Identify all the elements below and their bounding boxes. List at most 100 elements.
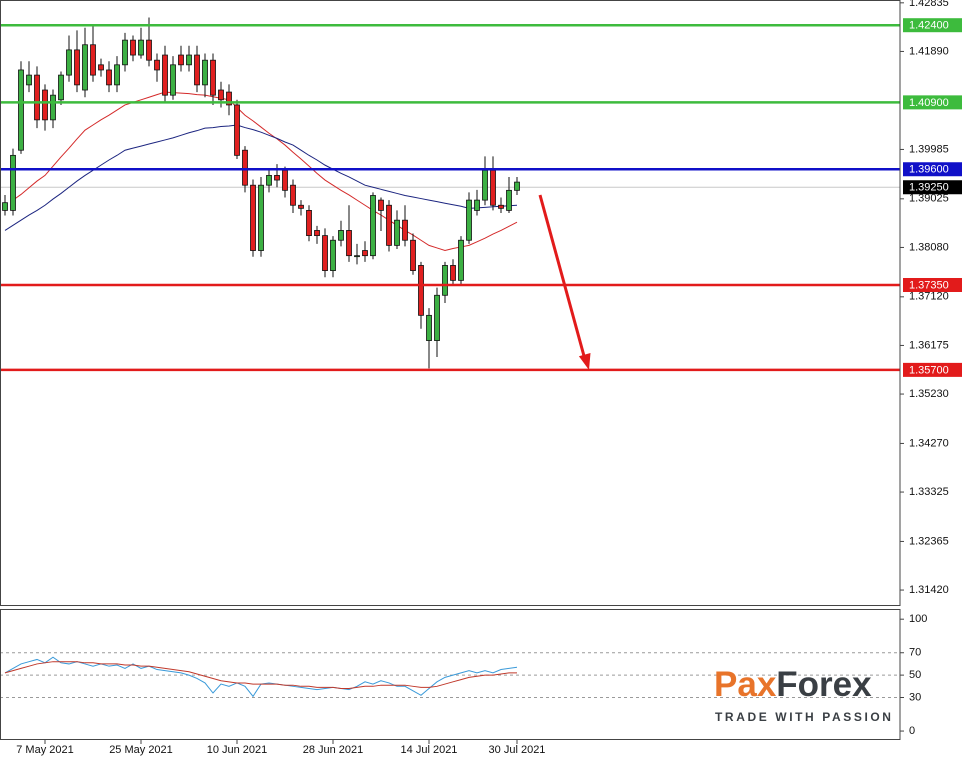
candle-body	[458, 239, 464, 281]
candle-body	[10, 154, 16, 211]
candle-body	[314, 230, 320, 237]
y-tick-label: 1.32365	[909, 535, 949, 547]
candle-body	[170, 64, 176, 96]
y-tick-label: 30	[909, 691, 921, 703]
candle-body	[234, 104, 240, 156]
candle-body	[362, 250, 368, 257]
candle-body	[418, 265, 424, 316]
y-tick-label: 1.38080	[909, 241, 949, 253]
candle-body	[394, 219, 400, 246]
x-tick-label: 14 Jul 2021	[401, 744, 458, 756]
candle-body	[74, 49, 80, 86]
x-tick-label: 10 Jun 2021	[207, 744, 268, 756]
candle-body	[138, 39, 144, 56]
candle-body	[258, 184, 264, 251]
candle-body	[98, 64, 104, 71]
level-label: 1.35700	[909, 364, 949, 376]
candle-body	[450, 265, 456, 281]
candle-body	[194, 54, 200, 86]
price-frame	[0, 0, 901, 606]
y-tick-label: 0	[909, 725, 915, 737]
y-tick-label: 70	[909, 647, 921, 659]
candle-body	[266, 175, 272, 186]
candle-body	[186, 54, 192, 66]
logo-part: Forex	[776, 665, 872, 704]
candle-body	[274, 175, 280, 181]
candle-body	[490, 169, 496, 206]
y-tick-label: 1.39985	[909, 143, 949, 155]
y-tick-label: 1.31420	[909, 584, 949, 596]
candle-body	[34, 74, 40, 121]
y-tick-label: 1.37120	[909, 291, 949, 303]
level-label: 1.42400	[909, 20, 949, 32]
candle-body	[386, 204, 392, 246]
candle-body	[354, 255, 360, 258]
logo: PaxForex TRADE WITH PASSION	[714, 665, 894, 724]
candle-body	[474, 199, 480, 211]
candle-body	[2, 202, 8, 211]
candle-body	[482, 169, 488, 201]
candle-body	[250, 184, 256, 251]
candle-body	[50, 94, 56, 121]
moving-average	[12, 91, 518, 252]
forecast-arrow-head	[578, 353, 591, 370]
candle-body	[226, 91, 232, 106]
candle-body	[146, 39, 152, 61]
oscillator-panel: 0 30 50 70 100	[0, 613, 927, 737]
y-tick-label: 1.42835	[909, 0, 949, 9]
candle-body	[322, 235, 328, 271]
candle-body	[122, 39, 128, 66]
candle-body	[130, 39, 136, 56]
candle-body	[210, 59, 216, 96]
candle-body	[370, 195, 376, 257]
candle-body	[218, 89, 224, 101]
candle-body	[18, 69, 24, 151]
level-label-box	[903, 277, 962, 292]
candle-body	[106, 69, 112, 86]
level-label-box	[903, 18, 962, 33]
y-tick-label: 50	[909, 669, 921, 681]
candle-body	[466, 199, 472, 241]
oscillator-line	[4, 661, 517, 690]
candle-body	[346, 230, 352, 257]
y-tick-label: 1.39025	[909, 193, 949, 205]
level-label-box	[903, 95, 962, 110]
y-tick-label: 1.34270	[909, 437, 949, 449]
candle-body	[306, 210, 312, 237]
candle-body	[202, 59, 208, 86]
candle-body	[42, 89, 48, 121]
logo-name: PaxForex	[714, 665, 872, 704]
candle-body	[330, 239, 336, 271]
candle-body	[58, 74, 64, 101]
logo-part: Pa	[714, 665, 757, 704]
candle-body	[162, 54, 168, 96]
candle-body	[82, 44, 88, 91]
y-tick-label: 1.33325	[909, 486, 949, 498]
level-label-box	[903, 362, 962, 377]
level-label-box	[903, 162, 962, 177]
x-tick-label: 7 May 2021	[16, 744, 73, 756]
candle-body	[114, 64, 120, 86]
candle-body	[66, 49, 72, 76]
candle-body	[26, 74, 32, 86]
candle-body	[434, 294, 440, 341]
candle-body	[338, 230, 344, 241]
x-tick-label: 28 Jun 2021	[303, 744, 364, 756]
forecast-arrow	[538, 194, 586, 357]
candle-body	[378, 199, 384, 211]
level-label: 1.40900	[909, 97, 949, 109]
logo-tagline: TRADE WITH PASSION	[715, 710, 894, 724]
level-label: 1.39600	[909, 164, 949, 176]
x-tick-label: 30 Jul 2021	[489, 744, 546, 756]
candle-body	[290, 184, 296, 206]
candle-body	[298, 204, 304, 209]
y-tick-label: 1.41890	[909, 45, 949, 57]
candle-body	[282, 169, 288, 191]
candle-body	[514, 181, 520, 191]
level-label: 1.37350	[909, 279, 949, 291]
logo-part: x	[757, 665, 777, 704]
candle-body	[242, 149, 248, 186]
oscillator-frame	[0, 609, 901, 740]
